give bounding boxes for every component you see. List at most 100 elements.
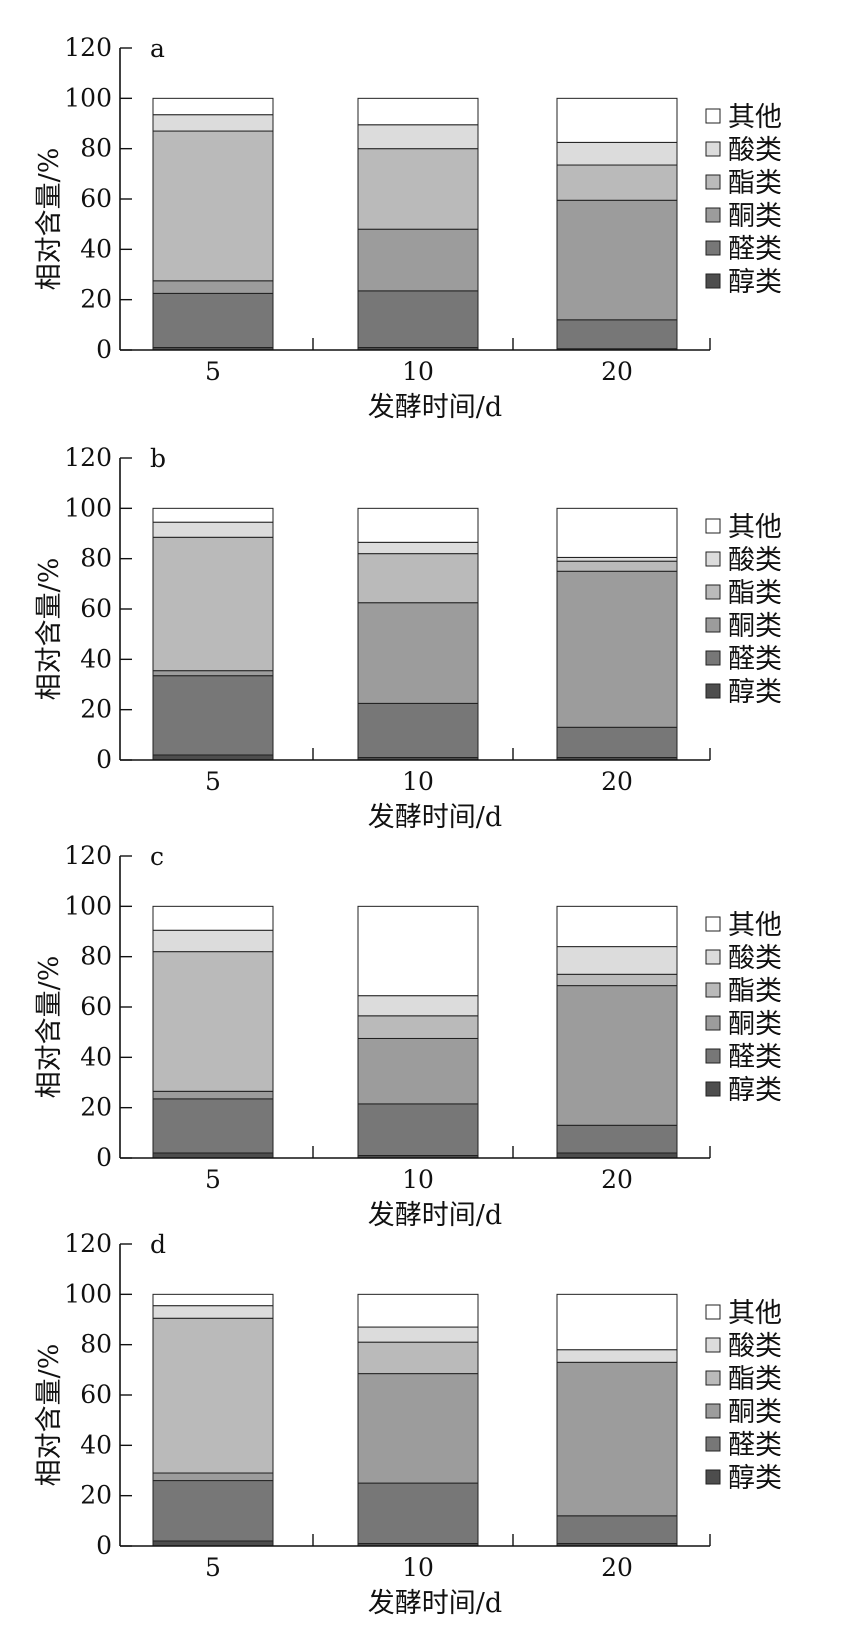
legend-label: 醇类	[728, 1075, 782, 1106]
bar-segment-a-10-1	[357, 290, 479, 348]
bar-segment-a-5-4	[152, 114, 274, 132]
chart-panel-d: 0 20 40 60 80 100 120 5 10 20 发酵时间/d 相对含量/% d 其他酸类酯类酮…	[34, 1229, 782, 1619]
y-axis-title: 相对含量/%	[34, 1344, 65, 1487]
legend-swatch	[705, 1337, 721, 1353]
y-tick-label: 80	[80, 1330, 112, 1359]
bar-segment-c-20-5	[556, 905, 678, 948]
bar-segment-c-5-3	[152, 951, 274, 1092]
x-tick-label: 10	[402, 1553, 434, 1582]
y-tick-label: 100	[64, 1279, 112, 1308]
legend-label: 酸类	[728, 135, 782, 166]
bar-segment-c-10-3	[357, 1015, 479, 1039]
y-tick-label: 120	[64, 1229, 112, 1258]
bar-segment-c-20-4	[556, 946, 678, 975]
bar-segment-d-10-3	[357, 1341, 479, 1375]
bar-segment-b-10-1	[357, 702, 479, 758]
y-axis-title: 相对含量/%	[34, 148, 65, 291]
bar-segment-b-5-2	[152, 670, 274, 677]
legend-label: 其他	[728, 102, 782, 133]
legend-label: 醛类	[728, 1430, 782, 1461]
legend-swatch	[705, 1403, 721, 1419]
y-tick-label: 20	[80, 285, 112, 314]
bar-segment-b-20-1	[556, 726, 678, 758]
x-axis-title: 发酵时间/d	[368, 1200, 502, 1231]
bar-segment-c-5-1	[152, 1098, 274, 1154]
y-tick-label: 80	[80, 134, 112, 163]
y-tick-label: 60	[80, 992, 112, 1021]
bar-segment-d-5-1	[152, 1480, 274, 1542]
bar-segment-b-10-2	[357, 602, 479, 704]
y-tick-label: 60	[80, 1380, 112, 1409]
bar-segment-c-10-2	[357, 1037, 479, 1105]
bar-segment-a-20-1	[556, 319, 678, 350]
y-tick-label: 20	[80, 695, 112, 724]
legend-swatch	[705, 1469, 721, 1485]
legend-swatch	[705, 207, 721, 223]
bar-segment-a-20-4	[556, 141, 678, 166]
bar-segment-b-20-4	[556, 556, 678, 562]
bar-segment-d-5-2	[152, 1472, 274, 1482]
x-tick-label: 10	[402, 1165, 434, 1194]
y-tick-label: 100	[64, 891, 112, 920]
bar-segment-a-10-5	[357, 97, 479, 126]
y-tick-label: 0	[96, 335, 112, 364]
legend-label: 其他	[728, 512, 782, 543]
legend-swatch	[705, 1304, 721, 1320]
y-tick-label: 40	[80, 234, 112, 263]
y-tick-label: 0	[96, 1531, 112, 1560]
legend-swatch	[705, 518, 721, 534]
y-tick-label: 120	[64, 443, 112, 472]
legend-swatch	[705, 1015, 721, 1031]
bar-segment-d-20-1	[556, 1515, 678, 1544]
legend-swatch	[705, 584, 721, 600]
legend-label: 酯类	[728, 976, 782, 1007]
legend-swatch	[705, 1081, 721, 1097]
bar-segment-b-10-5	[357, 507, 479, 543]
legend-swatch	[705, 617, 721, 633]
x-tick-label: 20	[601, 357, 633, 386]
legend-swatch	[705, 273, 721, 289]
bar-segment-c-5-4	[152, 929, 274, 953]
legend-label: 酯类	[728, 1364, 782, 1395]
legend-swatch	[705, 650, 721, 666]
bar-segment-a-10-4	[357, 124, 479, 150]
legend-label: 酸类	[728, 1331, 782, 1362]
bar-segment-a-20-3	[556, 164, 678, 201]
x-tick-label: 5	[205, 767, 221, 796]
x-tick-label: 20	[601, 1165, 633, 1194]
legend-swatch	[705, 982, 721, 998]
legend-swatch	[705, 108, 721, 124]
legend-label: 其他	[728, 910, 782, 941]
bar-segment-c-20-1	[556, 1124, 678, 1154]
x-tick-label: 10	[402, 767, 434, 796]
legend-swatch	[705, 174, 721, 190]
bar-segment-a-5-5	[152, 97, 274, 116]
bar-segment-b-20-5	[556, 507, 678, 558]
bar-segment-a-5-3	[152, 130, 274, 282]
y-tick-label: 20	[80, 1093, 112, 1122]
panel-label: c	[150, 842, 164, 871]
bar-segment-d-10-4	[357, 1326, 479, 1343]
bar-segment-b-5-4	[152, 521, 274, 538]
chart-panel-c: 0 20 40 60 80 100 120 5 10 20 发酵时间/d 相对含量/% c 其他酸类酯类酮…	[34, 841, 782, 1231]
y-tick-label: 0	[96, 745, 112, 774]
legend-label: 醇类	[728, 267, 782, 298]
y-tick-label: 40	[80, 644, 112, 673]
y-tick-label: 80	[80, 544, 112, 573]
legend-label: 酮类	[728, 611, 782, 642]
y-tick-label: 100	[64, 83, 112, 112]
y-axis-title: 相对含量/%	[34, 558, 65, 701]
y-tick-label: 60	[80, 184, 112, 213]
y-tick-label: 40	[80, 1430, 112, 1459]
bar-segment-b-20-2	[556, 570, 678, 728]
panel-label: a	[150, 34, 165, 63]
legend-label: 酸类	[728, 545, 782, 576]
panel-label: b	[150, 444, 166, 473]
legend-swatch	[705, 683, 721, 699]
bar-segment-d-10-2	[357, 1373, 479, 1484]
legend-label: 醛类	[728, 644, 782, 675]
bar-segment-d-5-4	[152, 1305, 274, 1319]
chart-panel-b: 0 20 40 60 80 100 120 5 10 20 发酵时间/d 相对含量/% b 其他酸类酯类酮…	[34, 443, 782, 833]
legend-label: 酮类	[728, 1397, 782, 1428]
